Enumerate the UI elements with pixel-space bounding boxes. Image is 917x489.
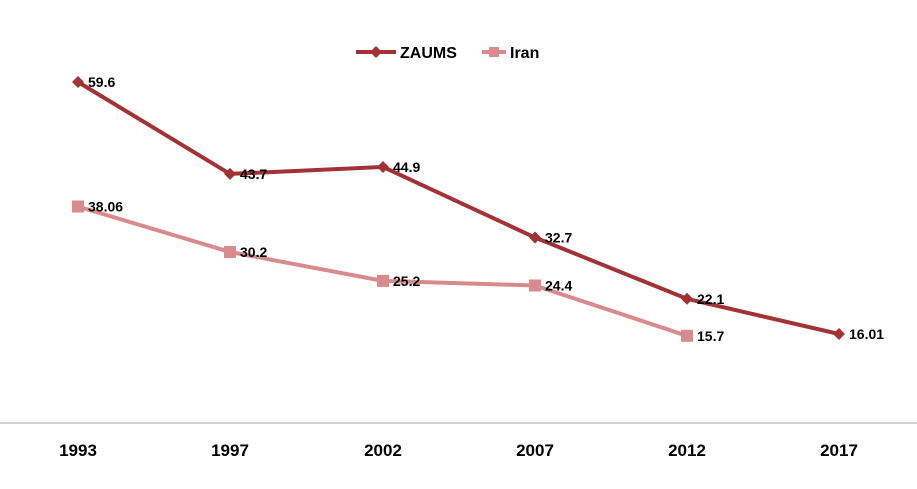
data-label-iran: 15.7 xyxy=(697,328,724,344)
x-tick-label: 1997 xyxy=(211,441,249,460)
data-point-zaums xyxy=(833,328,845,340)
legend: ZAUMS Iran xyxy=(356,45,539,62)
series-iran: 38.06 30.2 25.2 24.4 15.7 xyxy=(72,199,724,344)
x-tick-label: 2017 xyxy=(820,441,858,460)
data-label-zaums: 44.9 xyxy=(393,159,420,175)
data-label-zaums: 43.7 xyxy=(240,166,267,182)
data-point-zaums xyxy=(224,167,236,180)
data-point-iran xyxy=(681,329,693,342)
legend-diamond-marker xyxy=(370,46,382,58)
x-tick-label: 2012 xyxy=(668,441,706,460)
series-line-iran xyxy=(76,204,689,338)
data-point-iran xyxy=(529,279,541,292)
data-label-zaums: 16.01 xyxy=(849,326,884,342)
x-tick-label: 2007 xyxy=(516,441,554,460)
x-tick-label: 1993 xyxy=(59,441,97,460)
data-label-iran: 24.4 xyxy=(545,277,572,293)
data-point-iran xyxy=(72,200,84,213)
data-point-iran xyxy=(224,245,236,258)
series-layer: 38.06 30.2 25.2 24.4 15.7 59.6 43.7 44.9 32.7 22.… xyxy=(72,74,884,344)
data-label-iran: 25.2 xyxy=(393,273,420,289)
legend-square-marker xyxy=(489,47,499,57)
legend-label: ZAUMS xyxy=(400,45,457,62)
data-point-zaums xyxy=(72,76,84,88)
data-label-iran: 30.2 xyxy=(240,244,267,260)
data-point-zaums xyxy=(377,160,389,173)
series-zaums: 59.6 43.7 44.9 32.7 22.1 16.01 xyxy=(72,74,884,342)
x-axis-tick-labels: 1993 1997 2002 2007 2012 2017 xyxy=(59,441,858,460)
legend-item-zaums: ZAUMS xyxy=(356,45,457,62)
data-point-zaums xyxy=(681,292,693,305)
data-label-zaums: 59.6 xyxy=(88,74,115,90)
data-label-zaums: 22.1 xyxy=(697,291,724,307)
data-point-zaums xyxy=(529,231,541,244)
series-line-zaums xyxy=(76,80,841,336)
legend-item-iran: Iran xyxy=(482,45,539,62)
data-label-iran: 38.06 xyxy=(88,199,123,215)
data-point-iran xyxy=(377,274,389,287)
data-label-zaums: 32.7 xyxy=(545,230,572,246)
legend-label: Iran xyxy=(510,45,539,62)
x-tick-label: 2002 xyxy=(364,441,402,460)
